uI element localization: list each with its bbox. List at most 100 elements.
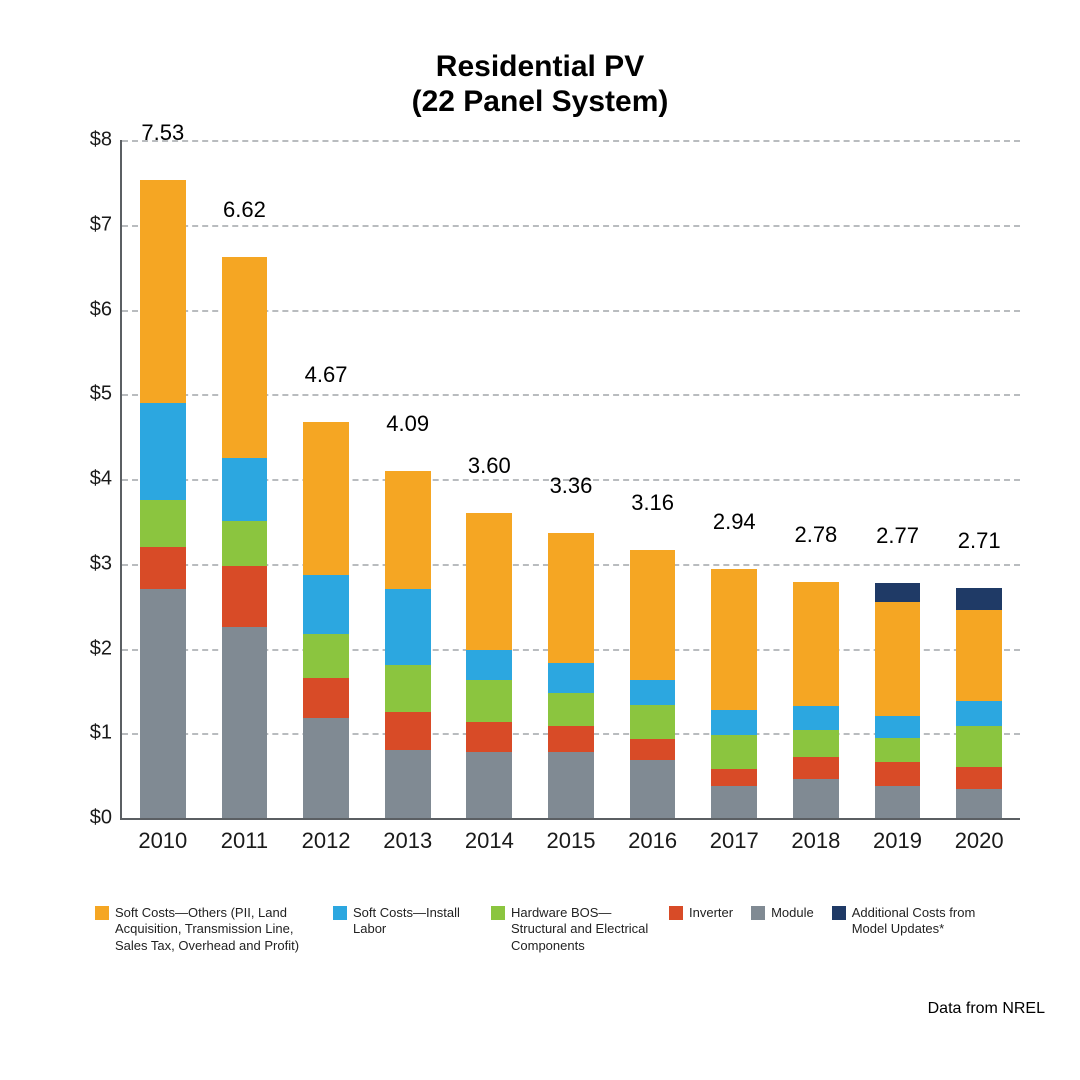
bar-segment-module [303,718,349,818]
bar-segment-labor [303,575,349,634]
bar-total-label: 3.16 [630,490,676,520]
bar-total-label: 2.77 [875,523,921,553]
chart-title-line2: (22 Panel System) [50,85,1030,120]
bar-segment-other [548,533,594,663]
bar-segment-labor [793,706,839,730]
legend-label: Inverter [689,905,733,954]
bar-total-label: 3.60 [466,453,512,483]
bar-segment-inverter [140,547,186,589]
bar-segment-other [222,257,268,458]
bar-segment-bos [630,705,676,739]
legend-item-inverter: Inverter [669,905,733,954]
x-tick-label: 2016 [612,818,694,854]
bar-segment-labor [222,458,268,522]
y-tick-label: $7 [90,213,122,236]
bar-slot: 3.162016 [612,140,694,818]
bar-segment-module [956,789,1002,818]
bar-segment-inverter [548,726,594,751]
bar-segment-labor [466,650,512,680]
bar-segment-bos [140,500,186,547]
y-tick-label: $5 [90,383,122,406]
bar-slot: 2.782018 [775,140,857,818]
bar-segment-bos [222,521,268,566]
bar-slot: 2.942017 [693,140,775,818]
bar-segment-inverter [956,767,1002,789]
legend-item-addl: Additional Costs from Model Updates* [832,905,982,954]
legend-swatch [669,906,683,920]
bar-segment-other [630,550,676,680]
bar-segment-module [875,786,921,818]
bar-segment-labor [711,710,757,735]
bar-segment-labor [548,663,594,693]
bar-segment-labor [140,403,186,500]
y-tick-label: $3 [90,552,122,575]
x-tick-label: 2012 [285,818,367,854]
bar-slot: 3.362015 [530,140,612,818]
x-tick-label: 2010 [122,818,204,854]
pv-cost-chart: Residential PV (22 Panel System) 7.53201… [50,50,1030,880]
attribution: Data from NREL [928,1000,1045,1018]
x-tick-label: 2020 [938,818,1020,854]
legend: Soft Costs—Others (PII, Land Acquisition… [95,905,1035,954]
legend-label: Module [771,905,814,954]
legend-label: Additional Costs from Model Updates* [852,905,982,954]
bar-segment-bos [385,665,431,712]
bar-segment-inverter [385,712,431,750]
bar-segment-other [793,582,839,706]
bar-segment-other [956,610,1002,701]
x-tick-label: 2013 [367,818,449,854]
legend-label: Soft Costs—Install Labor [353,905,473,954]
bar-total-label: 4.67 [303,362,349,392]
bar-segment-module [793,779,839,818]
bar-segment-inverter [875,762,921,786]
legend-swatch [333,906,347,920]
x-tick-label: 2017 [693,818,775,854]
bar-total-label: 3.36 [548,473,594,503]
bar-segment-inverter [711,769,757,786]
bar-segment-inverter [222,566,268,627]
bar-segment-other [303,422,349,575]
chart-title: Residential PV (22 Panel System) [50,50,1030,119]
y-tick-label: $8 [90,129,122,152]
y-tick-label: $2 [90,637,122,660]
bar-slot: 4.672012 [285,140,367,818]
bar-segment-labor [875,716,921,738]
bar-segment-bos [548,693,594,727]
bar-total-label: 2.78 [793,522,839,552]
bar-segment-inverter [303,678,349,718]
bar-segment-bos [875,738,921,762]
bar-slot: 2.772019 [857,140,939,818]
bar-container: 7.5320106.6220114.6720124.0920133.602014… [122,140,1020,818]
bar-total-label: 2.94 [711,509,757,539]
bar-segment-module [140,589,186,818]
bar-segment-bos [793,730,839,757]
legend-item-bos: Hardware BOS—Structural and Electrical C… [491,905,651,954]
bar-segment-labor [630,680,676,705]
legend-label: Soft Costs—Others (PII, Land Acquisition… [115,905,315,954]
legend-swatch [751,906,765,920]
bar-slot: 3.602014 [449,140,531,818]
y-tick-label: $6 [90,298,122,321]
x-tick-label: 2019 [857,818,939,854]
legend-item-labor: Soft Costs—Install Labor [333,905,473,954]
bar-total-label: 4.09 [385,411,431,441]
legend-item-module: Module [751,905,814,954]
legend-label: Hardware BOS—Structural and Electrical C… [511,905,651,954]
x-tick-label: 2018 [775,818,857,854]
bar-segment-bos [711,735,757,769]
bar-slot: 2.712020 [938,140,1020,818]
bar-segment-other [140,180,186,403]
y-tick-label: $0 [90,807,122,830]
bar-segment-other [711,569,757,710]
x-tick-label: 2015 [530,818,612,854]
bar-segment-inverter [630,739,676,760]
bar-segment-inverter [466,722,512,752]
bar-segment-other [466,513,512,650]
bar-segment-other [385,471,431,589]
bar-segment-inverter [793,757,839,779]
bar-segment-addl [956,588,1002,610]
legend-swatch [832,906,846,920]
bar-segment-module [466,752,512,818]
plot-area: 7.5320106.6220114.6720124.0920133.602014… [120,140,1020,820]
bar-segment-module [222,627,268,818]
